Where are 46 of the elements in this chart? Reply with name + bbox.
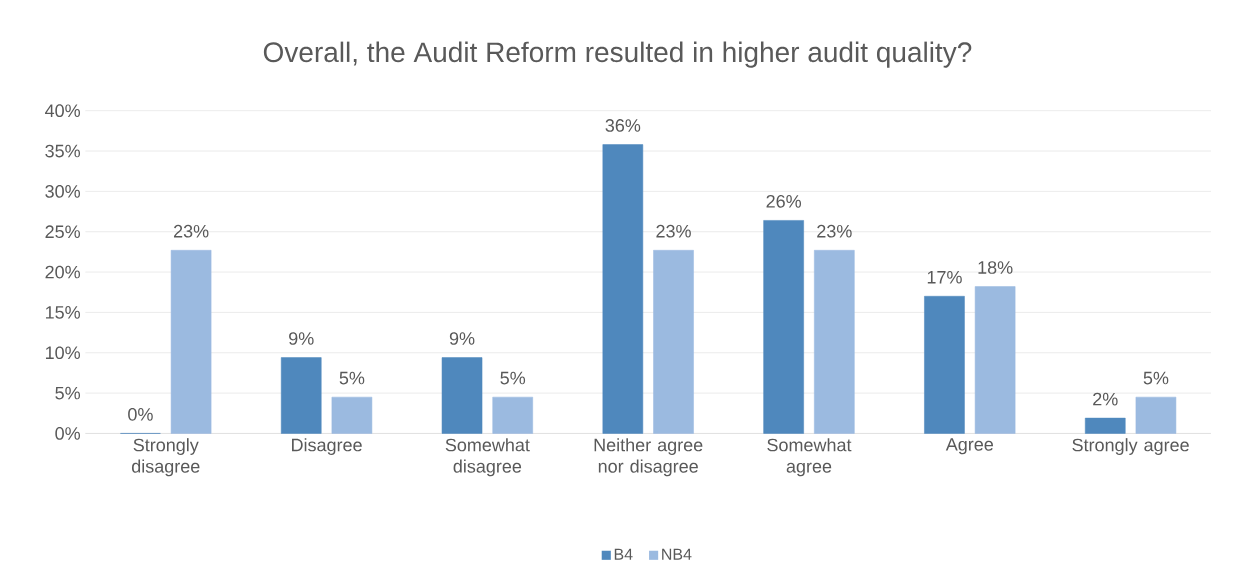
data-label: 17% xyxy=(927,270,962,284)
legend-label: NB4 xyxy=(662,548,692,560)
x-tick-label: Somewhat disagree xyxy=(445,437,530,477)
bar xyxy=(1084,417,1126,434)
bar xyxy=(653,249,694,434)
bar xyxy=(602,144,644,434)
legend-label: B4 xyxy=(614,548,633,560)
data-label: 5% xyxy=(500,371,526,385)
data-label: 5% xyxy=(339,371,365,385)
y-tick-label: 30% xyxy=(45,184,81,198)
x-tick-label: Strongly agree xyxy=(1072,437,1189,455)
bar xyxy=(441,357,483,434)
y-tick-label: 10% xyxy=(45,346,81,359)
bar xyxy=(974,286,1016,434)
bar xyxy=(814,249,855,434)
data-label: 5% xyxy=(1143,371,1169,385)
y-tick-label: 40% xyxy=(45,104,81,117)
bar xyxy=(280,357,322,434)
x-tick-label: Agree xyxy=(945,437,994,455)
bar xyxy=(170,249,212,434)
y-tick-label: 0% xyxy=(55,426,81,440)
y-tick-label: 35% xyxy=(45,144,81,158)
data-label: 9% xyxy=(449,331,475,345)
bar xyxy=(1135,396,1177,434)
data-label: 23% xyxy=(656,224,691,238)
x-tick-label: Somewhat agree xyxy=(767,437,852,477)
data-label: 18% xyxy=(978,260,1013,274)
x-tick-label: Neither agree nor disagree xyxy=(594,437,703,477)
data-label: 23% xyxy=(817,224,852,238)
data-label: 0% xyxy=(128,407,153,421)
data-label: 2% xyxy=(1093,392,1118,406)
data-label: 36% xyxy=(605,118,641,132)
bar xyxy=(331,396,373,434)
data-label: 23% xyxy=(173,224,209,238)
y-tick-label: 5% xyxy=(55,386,81,400)
bar xyxy=(924,295,965,434)
y-tick-label: 15% xyxy=(45,305,81,319)
x-tick-label: Disagree xyxy=(292,437,362,455)
y-tick-label: 20% xyxy=(45,265,81,279)
y-tick-label: 25% xyxy=(45,225,81,238)
bar xyxy=(763,219,804,434)
data-label: 9% xyxy=(289,331,314,345)
x-tick-label: Strongly disagree xyxy=(131,437,200,477)
chart-title: Overall, the Audit Reform resulted in higher audit quality? xyxy=(263,41,972,68)
bar xyxy=(492,396,533,434)
data-label: 26% xyxy=(766,194,802,208)
